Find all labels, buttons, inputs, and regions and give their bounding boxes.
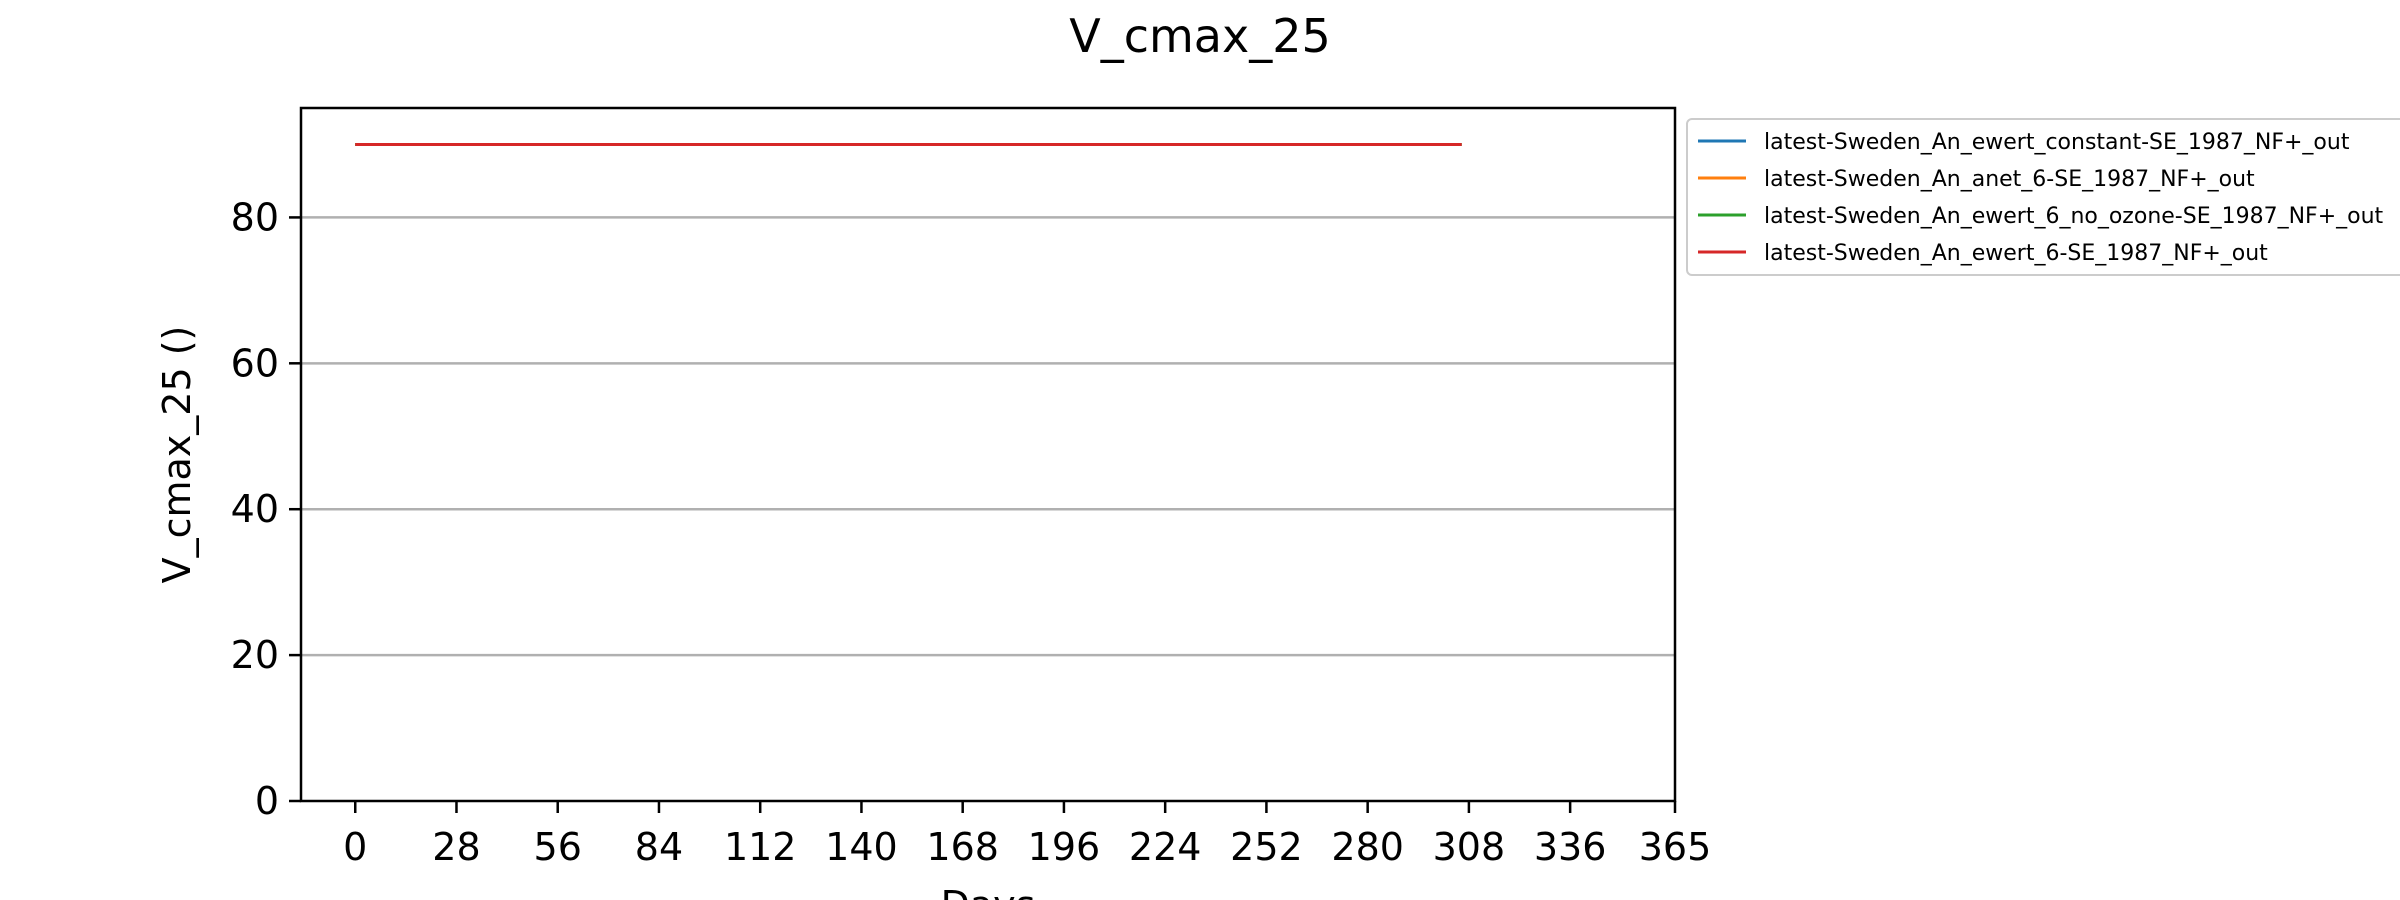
x-tick-label: 0	[343, 825, 367, 869]
x-tick-label: 224	[1129, 825, 1202, 869]
x-axis-label: Days	[941, 883, 1036, 900]
x-tick-label: 365	[1639, 825, 1712, 869]
x-tick-label: 308	[1433, 825, 1506, 869]
x-tick-label: 196	[1028, 825, 1101, 869]
legend-frame	[1686, 118, 2400, 276]
y-tick-label: 20	[231, 633, 279, 677]
y-tick-label: 0	[255, 779, 279, 823]
legend: latest-Sweden_An_ewert_constant-SE_1987_…	[1686, 118, 2400, 276]
y-tick-label: 40	[231, 487, 279, 531]
y-tick-label: 60	[231, 341, 279, 385]
x-tick-label: 140	[825, 825, 898, 869]
grid-lines	[301, 216, 1675, 657]
x-tick-label: 168	[926, 825, 999, 869]
x-axis-ticks: 0 28 56 84 112 140 168 196 224 252 280 308 336 365	[343, 801, 1711, 869]
x-tick-label: 56	[534, 825, 582, 869]
legend-entry: latest-Sweden_An_ewert_6_no_ozone-SE_198…	[1764, 204, 2384, 229]
legend-entry: latest-Sweden_An_anet_6-SE_1987_NF+_out	[1764, 167, 2255, 192]
chart-title: V_cmax_25	[1069, 9, 1331, 63]
y-axis-label: V_cmax_25 ()	[155, 326, 199, 584]
legend-entry: latest-Sweden_An_ewert_constant-SE_1987_…	[1764, 130, 2350, 155]
x-tick-label: 336	[1534, 825, 1607, 869]
x-tick-label: 280	[1331, 825, 1404, 869]
x-tick-label: 112	[724, 825, 797, 869]
y-axis-ticks: 0 20 40 60 80	[231, 195, 301, 823]
plot-frame	[299, 106, 1677, 803]
x-tick-label: 252	[1230, 825, 1303, 869]
x-tick-label: 28	[432, 825, 480, 869]
legend-entry: latest-Sweden_An_ewert_6-SE_1987_NF+_out	[1764, 241, 2268, 266]
x-tick-label: 84	[635, 825, 683, 869]
y-tick-label: 80	[231, 195, 279, 239]
